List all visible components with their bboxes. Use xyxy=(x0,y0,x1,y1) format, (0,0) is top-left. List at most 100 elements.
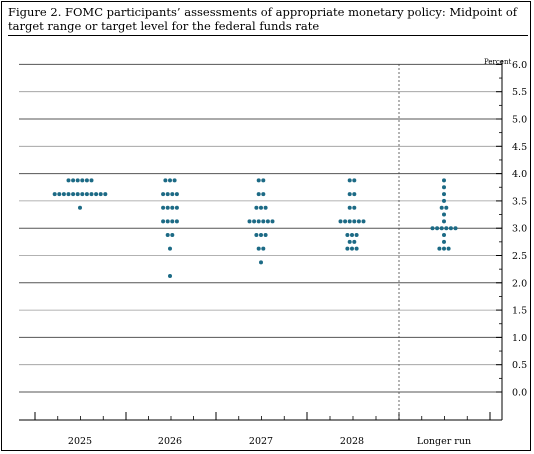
dot-point xyxy=(172,178,177,183)
dot-point xyxy=(442,233,446,238)
dot-point xyxy=(261,219,266,224)
dot-point xyxy=(75,192,80,197)
dot-point xyxy=(256,219,261,224)
y-tick-label: 4.5 xyxy=(512,142,527,153)
y-tick-label: 2.0 xyxy=(512,278,527,289)
dot-point xyxy=(75,178,80,183)
dot-point xyxy=(448,226,453,231)
dot-point xyxy=(439,205,444,210)
dot-point xyxy=(444,226,449,231)
title-rule xyxy=(8,35,528,36)
dot-point xyxy=(161,192,166,197)
dot-point xyxy=(165,192,170,197)
dot-point xyxy=(252,219,257,224)
dot-point xyxy=(270,219,275,224)
dot-point xyxy=(442,198,446,203)
dot-point xyxy=(170,219,175,224)
dot-point xyxy=(439,226,444,231)
dot-point xyxy=(80,192,85,197)
y-tick-label: 0.0 xyxy=(512,388,527,399)
dot-point xyxy=(442,185,446,190)
dot-point xyxy=(98,192,103,197)
dot-point xyxy=(259,205,263,210)
dot-point xyxy=(347,178,352,183)
dot-point xyxy=(103,192,108,197)
dot-point xyxy=(174,219,179,224)
dot-point xyxy=(453,226,458,231)
dot-point xyxy=(352,192,357,197)
dot-point xyxy=(170,233,175,238)
dot-point xyxy=(254,205,259,210)
dot-point xyxy=(165,205,170,210)
dot-point xyxy=(256,192,261,197)
dot-point xyxy=(347,219,352,224)
dot-point xyxy=(78,205,82,210)
dot-point xyxy=(259,233,263,238)
dot-point xyxy=(354,246,359,251)
dot-point xyxy=(261,192,266,197)
dot-point xyxy=(84,192,89,197)
dot-point xyxy=(361,219,366,224)
dot-point xyxy=(263,205,268,210)
dot-point xyxy=(446,246,451,251)
y-tick-label: 1.0 xyxy=(512,333,527,344)
dot-point xyxy=(94,192,99,197)
dot-point xyxy=(442,178,446,183)
dot-point xyxy=(352,239,357,244)
dot-point xyxy=(161,219,166,224)
dot-point xyxy=(345,246,350,251)
dot-point xyxy=(347,239,352,244)
dot-point xyxy=(350,233,354,238)
dot-point xyxy=(89,192,94,197)
dot-point xyxy=(430,226,435,231)
dot-point xyxy=(261,246,266,251)
y-tick-label: 2.5 xyxy=(512,251,527,262)
dot-point xyxy=(265,219,270,224)
unit-label: Percent xyxy=(484,58,511,66)
dot-point xyxy=(57,192,62,197)
dot-point xyxy=(352,205,357,210)
dot-point xyxy=(352,219,357,224)
dot-point xyxy=(61,192,66,197)
y-tick-label: 3.5 xyxy=(512,196,527,207)
dot-point xyxy=(263,233,268,238)
dot-point xyxy=(261,178,266,183)
chart-title: Figure 2. FOMC participants’ assessments… xyxy=(8,5,518,33)
dot-point xyxy=(66,192,71,197)
dot-point xyxy=(84,178,89,183)
dot-point xyxy=(168,178,172,183)
dot-point xyxy=(256,178,261,183)
x-tick-label: 2025 xyxy=(68,436,92,447)
dot-point xyxy=(254,233,259,238)
y-tick-label: 4.0 xyxy=(512,169,527,180)
dot-point xyxy=(161,205,166,210)
dot-point xyxy=(437,246,442,251)
dot-point xyxy=(52,192,57,197)
dot-point xyxy=(442,246,446,251)
y-tick-label: 5.5 xyxy=(512,87,527,98)
dot-point xyxy=(259,260,263,265)
dot-point xyxy=(170,205,175,210)
y-tick-label: 5.0 xyxy=(512,115,527,126)
dot-point xyxy=(165,233,170,238)
dot-point xyxy=(165,219,170,224)
dot-point xyxy=(256,246,261,251)
dot-point xyxy=(168,246,172,251)
dot-point xyxy=(71,192,76,197)
dot-point xyxy=(343,219,348,224)
dot-point xyxy=(347,192,352,197)
dot-point xyxy=(354,233,359,238)
dot-point xyxy=(442,239,446,244)
dot-point xyxy=(168,273,172,278)
dot-point xyxy=(71,178,76,183)
dot-point xyxy=(163,178,168,183)
x-tick-label: 2027 xyxy=(249,436,273,447)
dot-point xyxy=(352,178,357,183)
dot-point xyxy=(170,192,175,197)
dot-point xyxy=(247,219,252,224)
dot-point xyxy=(356,219,361,224)
dot-point xyxy=(174,192,179,197)
dot-point xyxy=(442,212,446,217)
